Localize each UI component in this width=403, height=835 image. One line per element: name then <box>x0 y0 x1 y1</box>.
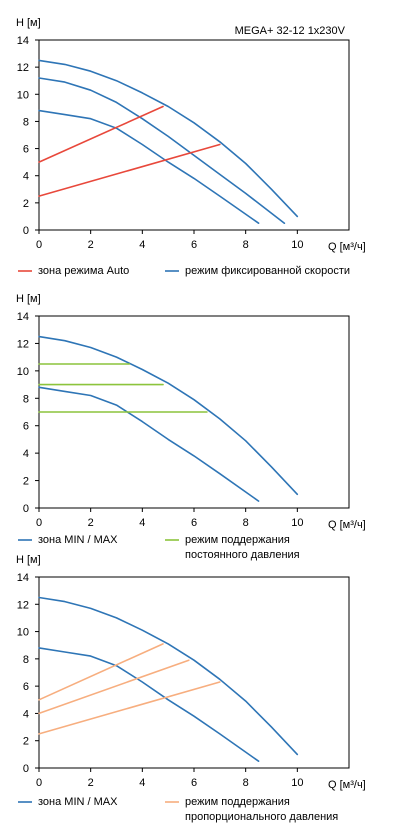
y-tick-label: 8 <box>23 116 29 128</box>
x-tick-label: 6 <box>191 517 197 529</box>
y-axis-label: H [м] <box>16 17 41 29</box>
plot-frame <box>38 39 350 231</box>
y-axis-label: H [м] <box>16 293 41 305</box>
x-tick-label: 2 <box>88 239 94 251</box>
x-tick-label: 2 <box>88 777 94 789</box>
legend-label: зона MIN / MAX <box>38 534 118 546</box>
series-line-3 <box>38 109 260 224</box>
x-axis-label: Q [м³/ч] <box>328 241 366 253</box>
y-axis-label: H [м] <box>16 554 41 566</box>
series-line-2 <box>38 386 260 502</box>
series-line-2 <box>38 77 286 224</box>
x-tick-label: 4 <box>139 777 145 789</box>
x-tick-label: 4 <box>139 517 145 529</box>
y-tick-label: 8 <box>23 393 29 405</box>
x-tick-label: 0 <box>36 777 42 789</box>
y-tick-label: 14 <box>17 572 29 584</box>
series-line-4 <box>38 105 164 163</box>
chart-3: 0 2 4 6 8 10 12 14 0 2 4 6 8 10 H [м] Q [м³/ч] зона MIN … <box>16 554 366 823</box>
series-line-4 <box>38 659 190 715</box>
x-tick-label: 0 <box>36 239 42 251</box>
series-line-1 <box>38 59 299 218</box>
series-line-5 <box>38 143 221 197</box>
x-tick-label: 10 <box>291 777 303 789</box>
x-tick-label: 0 <box>36 517 42 529</box>
legend-label: режим поддержания пропорционального давле… <box>185 796 338 823</box>
chart-2: 0 2 4 6 8 10 12 14 0 2 4 6 8 10 H [м] Q [м³/ч] зона MIN … <box>16 293 366 561</box>
y-tick-label: 0 <box>23 503 29 515</box>
x-axis-label: Q [м³/ч] <box>328 519 366 531</box>
x-tick-label: 8 <box>243 239 249 251</box>
y-tick-label: 0 <box>23 225 29 237</box>
legend-label: режим фиксированной скорости <box>185 265 350 277</box>
x-tick-label: 8 <box>243 517 249 529</box>
series-line-1 <box>38 596 299 756</box>
y-tick-label: 14 <box>17 311 29 323</box>
y-tick-label: 4 <box>23 448 29 460</box>
x-tick-label: 2 <box>88 517 94 529</box>
y-tick-label: 4 <box>23 708 29 720</box>
x-tick-label: 10 <box>291 517 303 529</box>
y-tick-label: 10 <box>17 366 29 378</box>
y-tick-label: 2 <box>23 736 29 748</box>
x-axis-label: Q [м³/ч] <box>328 779 366 791</box>
y-tick-label: 12 <box>17 338 29 350</box>
plot-frame <box>38 576 350 769</box>
y-tick-label: 8 <box>23 654 29 666</box>
series-line-5 <box>38 681 221 735</box>
y-tick-label: 10 <box>17 89 29 101</box>
chart-1: 0 2 4 6 8 10 12 14 0 2 4 6 8 10 H [м] Q [м³/ч] MEGA+ 32-… <box>16 17 366 277</box>
x-tick-label: 6 <box>191 777 197 789</box>
chart-title: MEGA+ 32-12 1x230V <box>235 25 346 37</box>
legend-label: режим поддержания постоянного давления <box>185 534 300 561</box>
series-line-2 <box>38 647 260 762</box>
y-tick-label: 12 <box>17 599 29 611</box>
x-tick-label: 10 <box>291 239 303 251</box>
y-tick-label: 6 <box>23 681 29 693</box>
x-tick-label: 4 <box>139 239 145 251</box>
y-tick-label: 12 <box>17 62 29 74</box>
y-tick-label: 4 <box>23 171 29 183</box>
y-tick-label: 10 <box>17 627 29 639</box>
legend-label: зона режима Auto <box>38 265 129 277</box>
y-tick-label: 14 <box>17 35 29 47</box>
y-tick-label: 6 <box>23 144 29 156</box>
legend-label: зона MIN / MAX <box>38 796 118 808</box>
series-line-3 <box>38 643 164 701</box>
y-tick-label: 0 <box>23 763 29 775</box>
series-line-1 <box>38 335 299 496</box>
y-tick-label: 2 <box>23 476 29 488</box>
y-tick-label: 6 <box>23 421 29 433</box>
y-tick-label: 2 <box>23 198 29 210</box>
x-tick-label: 6 <box>191 239 197 251</box>
x-tick-label: 8 <box>243 777 249 789</box>
